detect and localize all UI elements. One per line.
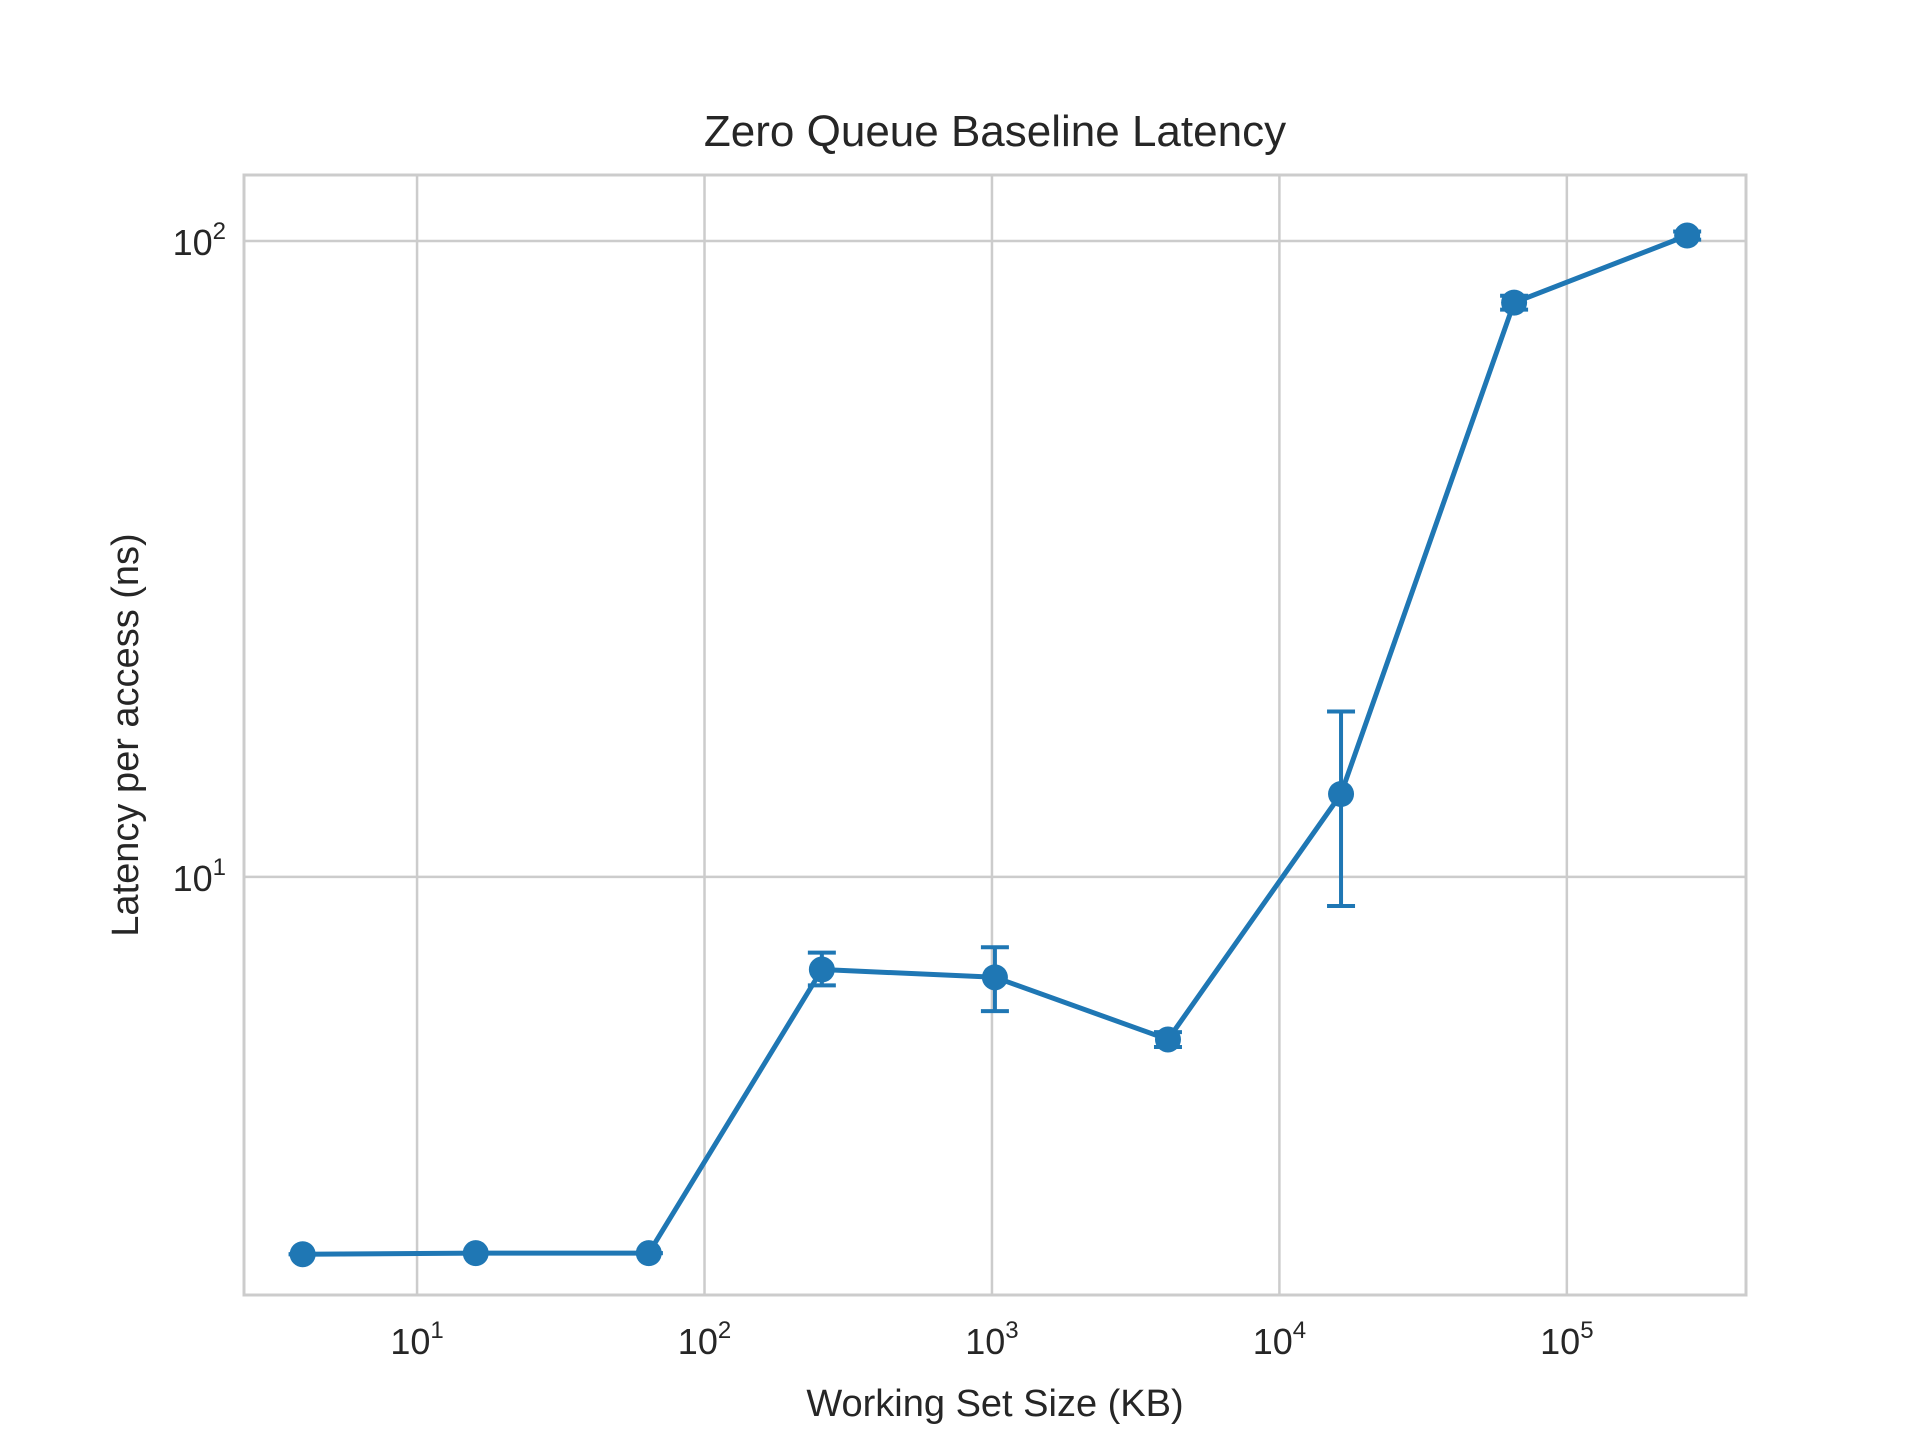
x-tick-exponent: 5 bbox=[1580, 1317, 1593, 1344]
y-tick-exponent: 2 bbox=[213, 218, 226, 245]
error-bar bbox=[1327, 709, 1356, 908]
x-tick-base: 10 bbox=[678, 1321, 718, 1362]
x-tick-base: 10 bbox=[1540, 1321, 1580, 1362]
y-tick-base: 10 bbox=[173, 858, 213, 899]
y-tick-base: 10 bbox=[173, 222, 213, 263]
x-tick-base: 10 bbox=[965, 1321, 1005, 1362]
data-point bbox=[981, 964, 1008, 991]
x-tick-exponent: 2 bbox=[718, 1317, 731, 1344]
x-tick-base: 10 bbox=[390, 1321, 430, 1362]
plot-area bbox=[244, 175, 1746, 1295]
data-point bbox=[289, 1241, 316, 1268]
plot-frame bbox=[242, 173, 1748, 1297]
x-axis-label: Working Set Size (KB) bbox=[806, 1383, 1183, 1425]
data-point bbox=[1328, 780, 1355, 807]
y-axis-label: Latency per access (ns) bbox=[105, 533, 147, 936]
x-tick-exponent: 1 bbox=[430, 1317, 443, 1344]
data-point bbox=[635, 1240, 662, 1267]
chart-title: Zero Queue Baseline Latency bbox=[704, 107, 1286, 156]
y-tick-label: 102 bbox=[173, 218, 226, 263]
y-tick-exponent: 1 bbox=[213, 854, 226, 881]
y-tick-label: 101 bbox=[173, 854, 226, 899]
data-point bbox=[1501, 289, 1528, 316]
x-tick-label: 105 bbox=[1540, 1317, 1593, 1362]
data-point bbox=[808, 956, 835, 983]
data-point bbox=[462, 1240, 489, 1267]
x-tick-labels: 101 102 103 104 105 bbox=[390, 1317, 1593, 1362]
x-tick-base: 10 bbox=[1253, 1321, 1293, 1362]
x-tick-label: 104 bbox=[1253, 1317, 1306, 1362]
data-point bbox=[1154, 1026, 1181, 1053]
x-tick-label: 103 bbox=[965, 1317, 1018, 1362]
grid bbox=[244, 175, 1746, 1295]
x-tick-exponent: 3 bbox=[1005, 1317, 1018, 1344]
data-point bbox=[1674, 222, 1701, 249]
x-tick-exponent: 4 bbox=[1293, 1317, 1306, 1344]
x-tick-label: 102 bbox=[678, 1317, 731, 1362]
series-group bbox=[288, 222, 1702, 1268]
x-tick-label: 101 bbox=[390, 1317, 443, 1362]
